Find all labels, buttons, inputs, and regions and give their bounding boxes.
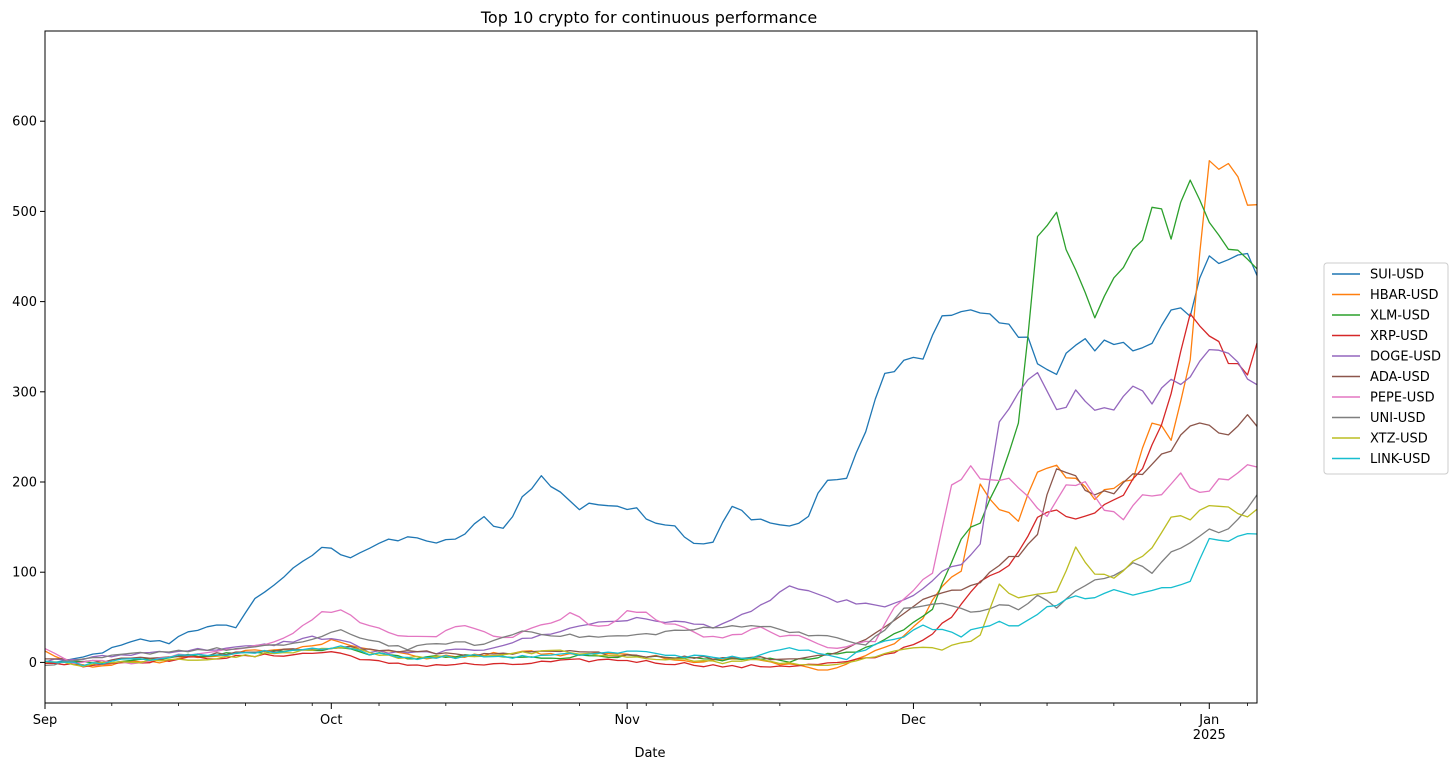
y-tick-label: 100 xyxy=(12,566,37,581)
x-tick-label: Oct xyxy=(320,713,342,728)
x-tick-label: Nov xyxy=(614,713,640,728)
series-line-uni-usd xyxy=(44,494,1258,667)
legend-label-hbar-usd: HBAR-USD xyxy=(1370,288,1439,303)
series-line-sui-usd xyxy=(44,252,1258,664)
y-tick-label: 400 xyxy=(12,295,37,310)
chart-title: Top 10 crypto for continuous performance xyxy=(480,8,817,27)
legend-label-uni-usd: UNI-USD xyxy=(1370,411,1426,426)
legend-label-ada-usd: ADA-USD xyxy=(1370,370,1430,385)
x-tick-sublabel: 2025 xyxy=(1193,728,1226,743)
series-line-xtz-usd xyxy=(45,504,1258,668)
legend-label-xlm-usd: XLM-USD xyxy=(1370,309,1430,324)
x-tick-label: Dec xyxy=(901,713,926,728)
x-axis-title: Date xyxy=(634,746,665,761)
x-tick-label: Jan xyxy=(1198,713,1219,728)
legend-label-xtz-usd: XTZ-USD xyxy=(1370,432,1428,447)
series-layer xyxy=(44,160,1258,671)
y-tick-label: 0 xyxy=(29,656,37,671)
series-line-hbar-usd xyxy=(44,160,1258,671)
y-tick-label: 600 xyxy=(12,115,37,130)
y-tick-label: 500 xyxy=(12,205,37,220)
legend-label-xrp-usd: XRP-USD xyxy=(1370,329,1428,344)
series-line-xrp-usd xyxy=(44,313,1258,669)
legend-label-sui-usd: SUI-USD xyxy=(1370,268,1424,283)
series-line-doge-usd xyxy=(44,348,1258,663)
legend: SUI-USD HBAR-USD XLM-USD XRP-USD DOGE-USD ADA… xyxy=(1323,262,1449,475)
legend-label-link-usd: LINK-USD xyxy=(1370,452,1430,467)
series-line-link-usd xyxy=(44,532,1258,667)
y-tick-label: 300 xyxy=(12,385,37,400)
plot-frame xyxy=(44,30,1258,704)
x-tick-label: Sep xyxy=(33,713,58,728)
legend-label-doge-usd: DOGE-USD xyxy=(1370,350,1441,365)
y-tick-label: 200 xyxy=(12,476,37,491)
legend-label-pepe-usd: PEPE-USD xyxy=(1370,391,1435,406)
